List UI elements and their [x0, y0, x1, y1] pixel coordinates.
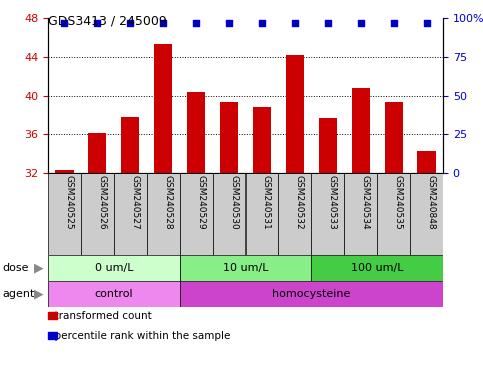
Text: GSM240534: GSM240534 — [361, 175, 369, 230]
Bar — [377, 173, 410, 255]
Bar — [384, 102, 403, 173]
Text: transformed count: transformed count — [48, 311, 152, 321]
Bar — [114, 173, 147, 255]
Point — [225, 20, 233, 26]
Bar — [278, 173, 312, 255]
Bar — [245, 173, 278, 255]
Bar — [213, 173, 245, 255]
Bar — [253, 107, 271, 173]
Bar — [48, 255, 180, 281]
Text: 100 um/L: 100 um/L — [351, 263, 403, 273]
Bar — [352, 88, 370, 173]
Bar — [48, 281, 180, 307]
Text: GDS3413 / 245009: GDS3413 / 245009 — [48, 14, 167, 27]
Bar — [121, 117, 139, 173]
Point — [291, 20, 299, 26]
Bar — [220, 102, 238, 173]
Text: 0 um/L: 0 um/L — [95, 263, 133, 273]
Point — [390, 20, 398, 26]
Text: GSM240533: GSM240533 — [328, 175, 337, 230]
Bar — [312, 255, 443, 281]
Bar — [187, 92, 205, 173]
Point — [357, 20, 365, 26]
Text: ▶: ▶ — [33, 262, 43, 275]
Text: homocysteine: homocysteine — [272, 289, 351, 299]
Text: GSM240527: GSM240527 — [130, 175, 139, 230]
Text: GSM240532: GSM240532 — [295, 175, 304, 230]
Bar — [180, 173, 213, 255]
Bar — [180, 255, 312, 281]
Text: GSM240535: GSM240535 — [394, 175, 403, 230]
Text: GSM240528: GSM240528 — [163, 175, 172, 230]
Bar — [180, 281, 443, 307]
Text: dose: dose — [2, 263, 29, 273]
Bar — [417, 151, 436, 173]
Point — [94, 20, 101, 26]
Bar — [319, 118, 337, 173]
Bar — [56, 170, 73, 173]
Bar — [344, 173, 377, 255]
Point — [192, 20, 200, 26]
Bar — [147, 173, 180, 255]
Point — [423, 20, 430, 26]
Bar — [410, 173, 443, 255]
Text: GSM240526: GSM240526 — [98, 175, 106, 230]
Bar — [81, 173, 114, 255]
Bar — [312, 173, 344, 255]
Bar — [88, 133, 106, 173]
Text: GSM240525: GSM240525 — [64, 175, 73, 230]
Bar — [286, 55, 304, 173]
Text: agent: agent — [2, 289, 35, 299]
Text: GSM240530: GSM240530 — [229, 175, 238, 230]
Text: percentile rank within the sample: percentile rank within the sample — [48, 331, 230, 341]
Text: GSM240529: GSM240529 — [196, 175, 205, 230]
Point — [60, 20, 68, 26]
Point — [324, 20, 332, 26]
Point — [159, 20, 167, 26]
Text: ▶: ▶ — [33, 288, 43, 301]
Text: GSM240531: GSM240531 — [262, 175, 271, 230]
Text: GSM240848: GSM240848 — [426, 175, 436, 230]
Point — [127, 20, 134, 26]
Text: control: control — [95, 289, 133, 299]
Bar — [48, 173, 81, 255]
Point — [258, 20, 266, 26]
Text: 10 um/L: 10 um/L — [223, 263, 268, 273]
Bar — [154, 44, 172, 173]
